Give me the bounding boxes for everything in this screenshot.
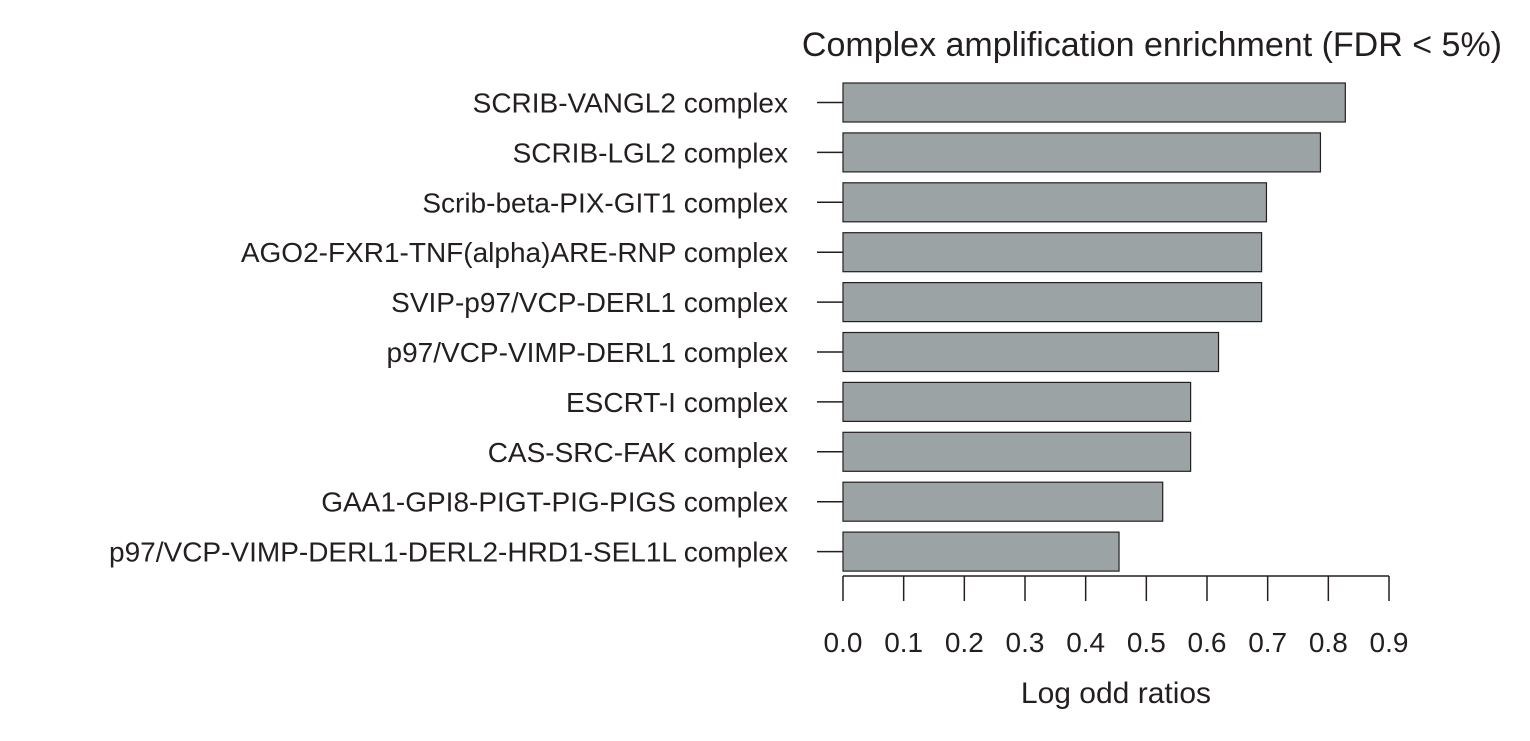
x-axis-title: Log odd ratios (1021, 677, 1211, 710)
bars-group (842, 82, 1346, 572)
category-label: ESCRT-I complex (566, 387, 788, 418)
category-labels-group: SCRIB-VANGL2 complex SCRIB-LGL2 complex Sc… (109, 88, 843, 568)
x-tick-label: 0.5 (1127, 627, 1166, 658)
x-tick-label: 0.0 (824, 627, 863, 658)
category-label: Scrib-beta-PIX-GIT1 complex (422, 187, 788, 218)
bar (842, 331, 1220, 373)
bar (842, 82, 1346, 123)
bar (842, 531, 1120, 572)
bar (842, 431, 1192, 472)
x-tick-label: 0.7 (1248, 627, 1287, 658)
bar (842, 381, 1192, 422)
x-tick-label: 0.6 (1188, 627, 1227, 658)
x-tick-label: 0.4 (1066, 627, 1105, 658)
category-label: p97/VCP-VIMP-DERL1-DERL2-HRD1-SEL1L comp… (109, 537, 788, 568)
bar (842, 282, 1263, 323)
x-tick-label: 0.2 (945, 627, 984, 658)
x-axis: 0.0 0.1 0.2 0.3 0.4 0.5 0.6 0.7 0.8 0.9 (824, 575, 1409, 658)
category-label: GAA1-GPI8-PIGT-PIG-PIGS complex (321, 487, 788, 518)
bar (842, 232, 1263, 273)
category-label: SVIP-p97/VCP-DERL1 complex (391, 287, 788, 318)
category-label: AGO2-FXR1-TNF(alpha)ARE-RNP complex (241, 237, 788, 268)
x-tick-label: 0.1 (884, 627, 923, 658)
bar (842, 132, 1322, 173)
category-label: SCRIB-VANGL2 complex (473, 88, 788, 119)
x-tick-label: 0.8 (1309, 627, 1348, 658)
bar (842, 481, 1164, 522)
category-label: CAS-SRC-FAK complex (488, 437, 788, 468)
category-label: p97/VCP-VIMP-DERL1 complex (387, 337, 788, 368)
bar (842, 182, 1268, 223)
chart-title: Complex amplification enrichment (FDR < … (802, 26, 1502, 64)
x-tick-label: 0.3 (1006, 627, 1045, 658)
x-tick-label: 0.9 (1370, 627, 1409, 658)
category-label: SCRIB-LGL2 complex (513, 137, 788, 168)
